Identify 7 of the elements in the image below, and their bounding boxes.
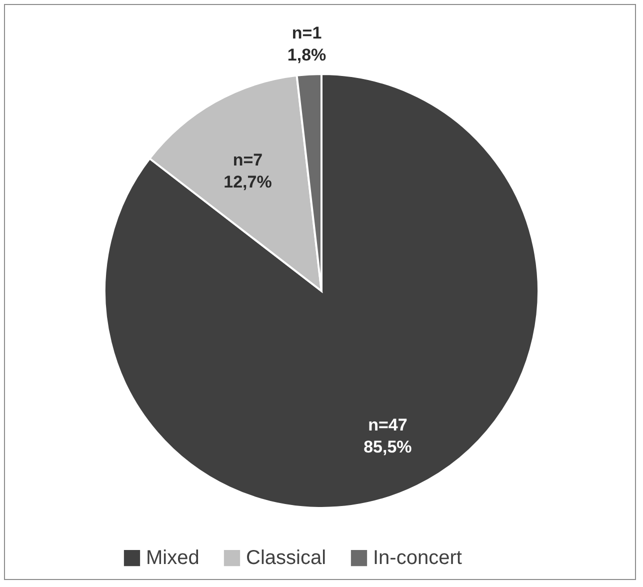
data-label: n=47 85,5% [364, 416, 412, 457]
pie-slice [104, 73, 540, 509]
legend-label: Mixed [146, 547, 200, 569]
data-label: n=1 1,8% [287, 23, 326, 64]
data-label: n=7 12,7% [224, 150, 272, 192]
legend-label: Classical [246, 547, 326, 569]
legend-label: In-concert [373, 547, 462, 569]
